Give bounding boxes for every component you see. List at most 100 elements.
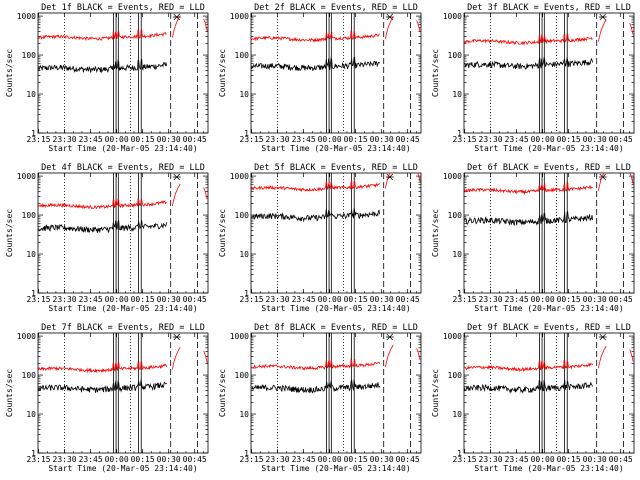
x-tick-label: 23:15 [453,455,477,464]
y-tick-label: 10 [239,410,249,419]
x-tick-label: 00:00 [105,295,129,304]
y-axis-label: Counts/sec [431,369,440,417]
x-tick-label: 00:30 [370,135,394,144]
x-tick-label: 00:45 [183,135,207,144]
panel-title: Det 3f BLACK = Events, RED = LLD [467,3,631,13]
x-tick-label: 00:45 [396,135,420,144]
events-series-line [251,56,380,72]
x-tick-label: 23:45 [79,295,103,304]
detector-panel: Det 2f BLACK = Events, RED = LLD 1 10 100 10… [218,3,422,153]
detector-panel: Det 8f BLACK = Events, RED = LLD 1 10 100 10… [218,323,422,473]
x-tick-label: 00:30 [370,295,394,304]
y-axis-label: Counts/sec [218,49,227,97]
x-tick-label: 00:45 [609,295,633,304]
lld-series-line [464,181,593,195]
x-tick-label: 00:15 [131,295,155,304]
y-tick-label: 1 [244,129,249,138]
x-tick-label: 23:45 [79,455,103,464]
events-series-line [38,379,167,393]
annotation-mark [385,173,394,181]
x-tick-label: 00:15 [131,455,155,464]
detector-panel: Det 9f BLACK = Events, RED = LLD 1 10 100 10… [431,323,635,473]
x-tick-label: 00:15 [557,295,581,304]
y-tick-label: 1000 [443,12,462,21]
lld-series-line [464,359,593,373]
plot-frame [37,172,209,294]
lld-series-line [385,344,394,368]
x-tick-label: 00:15 [344,455,368,464]
plot-frame [250,12,422,134]
x-tick-label: 00:15 [344,295,368,304]
x-tick-label: 00:45 [183,295,207,304]
y-tick-label: 10 [26,250,36,259]
x-axis-label: Start Time (20-Mar-05 23:14:40) [261,304,410,313]
x-tick-label: 23:15 [240,295,264,304]
x-tick-label: 00:00 [318,135,342,144]
y-tick-label: 100 [235,211,250,220]
x-tick-label: 23:45 [292,295,316,304]
detector-panel: Det 1f BLACK = Events, RED = LLD 1 10 100 10… [5,3,209,153]
x-tick-label: 23:15 [240,455,264,464]
panel-title: Det 8f BLACK = Events, RED = LLD [254,323,418,333]
lld-series-line [38,197,167,210]
events-series-line [464,210,593,227]
panel-title: Det 6f BLACK = Events, RED = LLD [467,163,631,173]
y-tick-label: 10 [26,90,36,99]
lld-series-line [416,20,421,33]
x-axis-label: Start Time (20-Mar-05 23:14:40) [48,304,197,313]
x-tick-label: 00:30 [157,135,181,144]
lld-series-line [629,172,634,184]
annotation-mark [598,13,607,21]
x-tick-label: 23:15 [453,135,477,144]
y-axis-label: Counts/sec [5,49,14,97]
y-tick-label: 1000 [443,172,462,181]
annotation-mark [172,173,181,181]
x-tick-label: 23:15 [240,135,264,144]
lld-series-line [172,15,181,38]
detector-panel: Det 3f BLACK = Events, RED = LLD 1 10 100 10… [431,3,635,153]
y-tick-label: 10 [452,410,462,419]
plot-frame [37,12,209,134]
x-tick-label: 23:45 [505,455,529,464]
annotation-mark [598,333,607,341]
lld-series-line [251,179,380,193]
annotation-mark [385,333,394,341]
x-tick-label: 00:00 [531,135,555,144]
detector-panel: Det 6f BLACK = Events, RED = LLD 1 10 100 10… [431,163,635,313]
lld-series-line [598,345,607,369]
y-tick-label: 1000 [17,332,36,341]
x-tick-label: 23:30 [266,455,290,464]
x-tick-label: 00:45 [396,455,420,464]
x-tick-label: 00:45 [609,455,633,464]
x-tick-label: 23:30 [53,135,77,144]
y-tick-label: 1000 [230,12,249,21]
y-tick-label: 1 [457,449,462,458]
x-axis-label: Start Time (20-Mar-05 23:14:40) [474,144,623,153]
x-tick-label: 23:45 [505,135,529,144]
annotation-mark [598,173,607,181]
y-tick-label: 1 [31,449,36,458]
panel-title: Det 2f BLACK = Events, RED = LLD [254,3,418,13]
lld-series-line [203,18,208,31]
x-tick-label: 00:00 [318,455,342,464]
panel-title: Det 9f BLACK = Events, RED = LLD [467,323,631,333]
lld-series-line [416,172,421,182]
plot-frame [463,172,635,294]
y-tick-label: 1 [244,289,249,298]
y-tick-label: 10 [452,90,462,99]
y-axis-label: Counts/sec [218,209,227,257]
y-axis-label: Counts/sec [431,209,440,257]
lld-series-line [385,172,394,189]
x-axis-label: Start Time (20-Mar-05 23:14:40) [261,144,410,153]
y-tick-label: 1000 [443,332,462,341]
lld-series-line [172,347,181,370]
plot-frame [37,332,209,454]
x-tick-label: 23:30 [479,295,503,304]
panel-title: Det 4f BLACK = Events, RED = LLD [41,163,205,173]
x-tick-label: 23:45 [292,455,316,464]
y-axis-label: Counts/sec [431,49,440,97]
x-tick-label: 00:45 [183,455,207,464]
x-axis-label: Start Time (20-Mar-05 23:14:40) [474,304,623,313]
x-tick-label: 00:15 [557,455,581,464]
lld-series-line [203,187,208,200]
